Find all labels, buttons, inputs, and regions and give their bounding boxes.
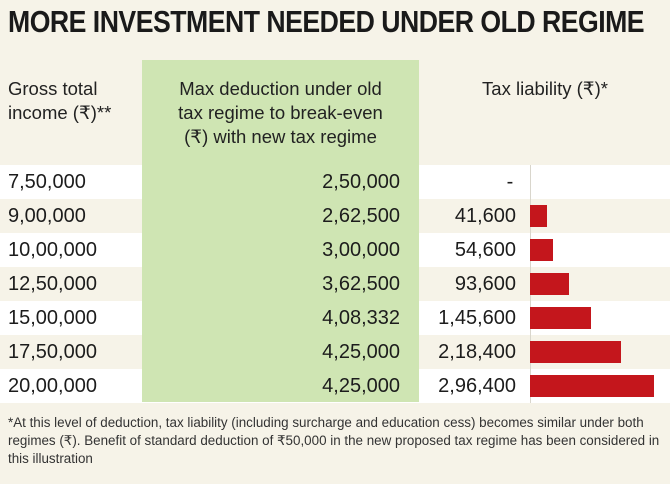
header-max-deduction: Max deduction under old tax regime to br… <box>142 77 419 149</box>
tax-liability-cell: - <box>506 171 514 193</box>
max-deduction-cell: 4,08,332 <box>322 307 400 329</box>
header-max-deduction-line: tax regime to break-even <box>178 102 383 123</box>
header-gross-income-line: Gross total <box>8 78 98 99</box>
max-deduction-cell: 2,50,000 <box>322 171 400 193</box>
gross-income-cell: 7,50,000 <box>8 171 86 193</box>
max-deduction-cell: 4,25,000 <box>322 341 400 363</box>
header-max-deduction-line: Max deduction under old <box>179 78 382 99</box>
tax-liability-cell: 1,45,600 <box>438 307 516 329</box>
tax-liability-bar <box>530 307 591 329</box>
footnote: *At this level of deduction, tax liabili… <box>8 415 660 466</box>
chart-title: MORE INVESTMENT NEEDED UNDER OLD REGIME <box>8 4 645 39</box>
tax-liability-cell: 54,600 <box>454 239 516 261</box>
deduction-column-highlight <box>142 60 419 402</box>
tax-liability-bar <box>530 239 553 261</box>
tax-liability-bar <box>530 341 622 363</box>
gross-income-cell: 17,50,000 <box>8 341 97 363</box>
tax-liability-bar <box>530 273 570 295</box>
header-gross-income-line: income (₹)** <box>8 102 112 123</box>
max-deduction-cell: 2,62,500 <box>322 205 400 227</box>
gross-income-cell: 12,50,000 <box>8 273 97 295</box>
gross-income-cell: 10,00,000 <box>8 239 97 261</box>
tax-liability-cell: 41,600 <box>454 205 516 227</box>
header-tax-liability: Tax liability (₹)* <box>482 78 608 99</box>
tax-liability-cell: 93,600 <box>454 273 516 295</box>
tax-liability-cell: 2,96,400 <box>438 375 516 397</box>
gross-income-cell: 20,00,000 <box>8 375 97 397</box>
tax-liability-bar <box>530 205 548 227</box>
tax-liability-bars <box>530 165 670 403</box>
gross-income-cell: 9,00,000 <box>8 205 86 227</box>
gross-income-cell: 15,00,000 <box>8 307 97 329</box>
max-deduction-cell: 3,00,000 <box>322 239 400 261</box>
tax-liability-bar <box>530 375 654 397</box>
max-deduction-cell: 4,25,000 <box>322 375 400 397</box>
header-max-deduction-line: (₹) with new tax regime <box>184 126 377 147</box>
tax-liability-cell: 2,18,400 <box>438 341 516 363</box>
max-deduction-cell: 3,62,500 <box>322 273 400 295</box>
header-gross-income: Gross total income (₹)** <box>8 77 140 125</box>
